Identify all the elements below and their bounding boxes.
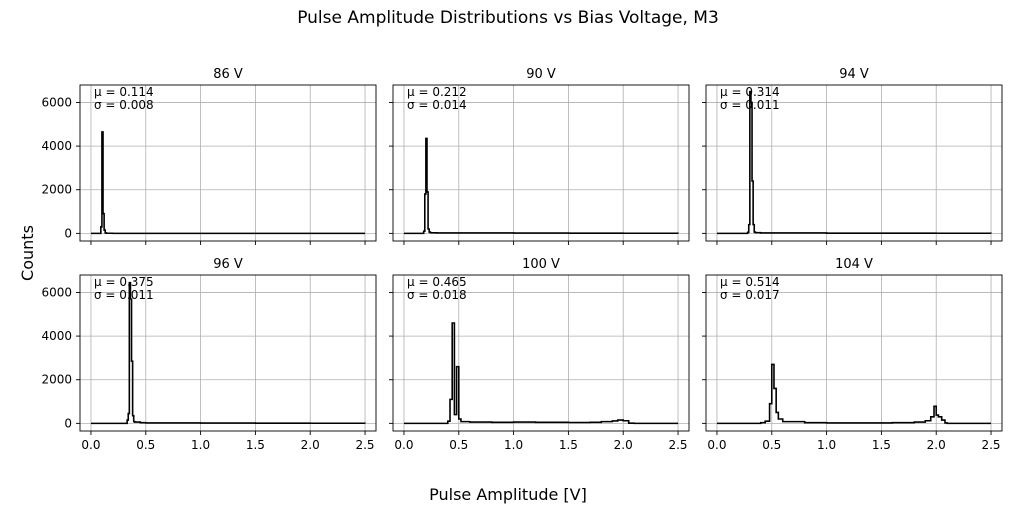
sigma-annotation: σ = 0.011 [94,288,154,302]
sigma-annotation: σ = 0.008 [94,98,154,112]
histogram-line [403,322,679,425]
mean-annotation: μ = 0.314 [720,85,780,99]
mean-annotation: μ = 0.212 [407,85,467,99]
sigma-annotation: σ = 0.014 [407,98,467,112]
axes-frame [705,274,1003,432]
x-tick-label: 1.5 [246,438,265,452]
subplot-panel: 0.0 0.5 1.0 1.5 2.0 2.5 0 2000 4000 6000 96 V μ = 0… [41,257,377,452]
y-tick-label: 2000 [41,373,72,387]
sigma-annotation: σ = 0.017 [720,288,780,302]
histogram-line [716,90,992,235]
histogram-line [716,363,992,425]
histogram-line [403,137,679,235]
subplot-title: 90 V [526,67,556,82]
mean-annotation: μ = 0.514 [720,275,780,289]
x-tick-label: 0.0 [394,438,413,452]
y-axis-label: Counts [18,225,37,281]
x-tick-label: 0.5 [762,438,781,452]
subplot-title: 86 V [213,67,243,82]
mean-annotation: μ = 0.465 [407,275,467,289]
x-tick-label: 2.0 [927,438,946,452]
x-tick-label: 1.5 [872,438,891,452]
axes-frame [79,84,377,242]
figure-title: Pulse Amplitude Distributions vs Bias Vo… [297,8,719,28]
x-tick-label: 2.5 [981,438,1000,452]
subplot-title: 94 V [839,67,869,82]
subplot-title: 104 V [835,257,873,272]
x-tick-label: 2.0 [301,438,320,452]
y-tick-label: 2000 [41,183,72,197]
y-tick-label: 6000 [41,285,72,299]
histogram-line [90,131,366,235]
y-tick-label: 0 [64,416,72,430]
x-tick-label: 2.5 [355,438,374,452]
axes-frame [392,274,690,432]
x-tick-label: 2.5 [668,438,687,452]
axes-frame [705,84,1003,242]
sigma-annotation: σ = 0.018 [407,288,467,302]
x-axis-label: Pulse Amplitude [V] [429,485,587,504]
y-tick-label: 4000 [41,139,72,153]
subplot-title: 100 V [522,257,560,272]
sigma-annotation: σ = 0.011 [720,98,780,112]
axes-frame [392,84,690,242]
mean-annotation: μ = 0.375 [94,275,154,289]
x-tick-label: 0.0 [707,438,726,452]
x-tick-label: 0.5 [449,438,468,452]
x-tick-label: 1.0 [817,438,836,452]
x-tick-label: 0.5 [136,438,155,452]
y-tick-label: 6000 [41,95,72,109]
subplot-title: 96 V [213,257,243,272]
x-tick-label: 2.0 [614,438,633,452]
x-tick-label: 0.0 [81,438,100,452]
y-tick-label: 0 [64,226,72,240]
x-tick-label: 1.5 [559,438,578,452]
mean-annotation: μ = 0.114 [94,85,154,99]
y-tick-label: 4000 [41,329,72,343]
x-tick-label: 1.0 [504,438,523,452]
axes-frame [79,274,377,432]
x-tick-label: 1.0 [191,438,210,452]
histogram-line [90,281,366,425]
